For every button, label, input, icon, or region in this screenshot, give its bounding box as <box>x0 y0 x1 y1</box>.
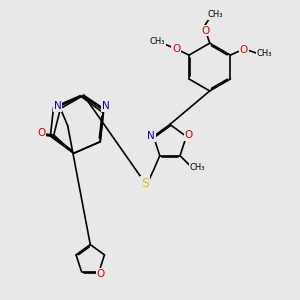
Text: S: S <box>142 177 149 190</box>
Text: O: O <box>172 44 181 54</box>
Text: O: O <box>202 26 210 36</box>
Text: CH₃: CH₃ <box>256 49 272 58</box>
Text: CH₃: CH₃ <box>190 163 206 172</box>
Text: O: O <box>97 268 105 279</box>
Text: O: O <box>37 128 45 138</box>
Text: O: O <box>240 45 248 55</box>
Text: N: N <box>147 131 155 141</box>
Text: O: O <box>185 130 193 140</box>
Text: N: N <box>102 101 110 111</box>
Text: N: N <box>54 101 62 111</box>
Text: CH₃: CH₃ <box>149 37 165 46</box>
Text: CH₃: CH₃ <box>207 11 223 20</box>
